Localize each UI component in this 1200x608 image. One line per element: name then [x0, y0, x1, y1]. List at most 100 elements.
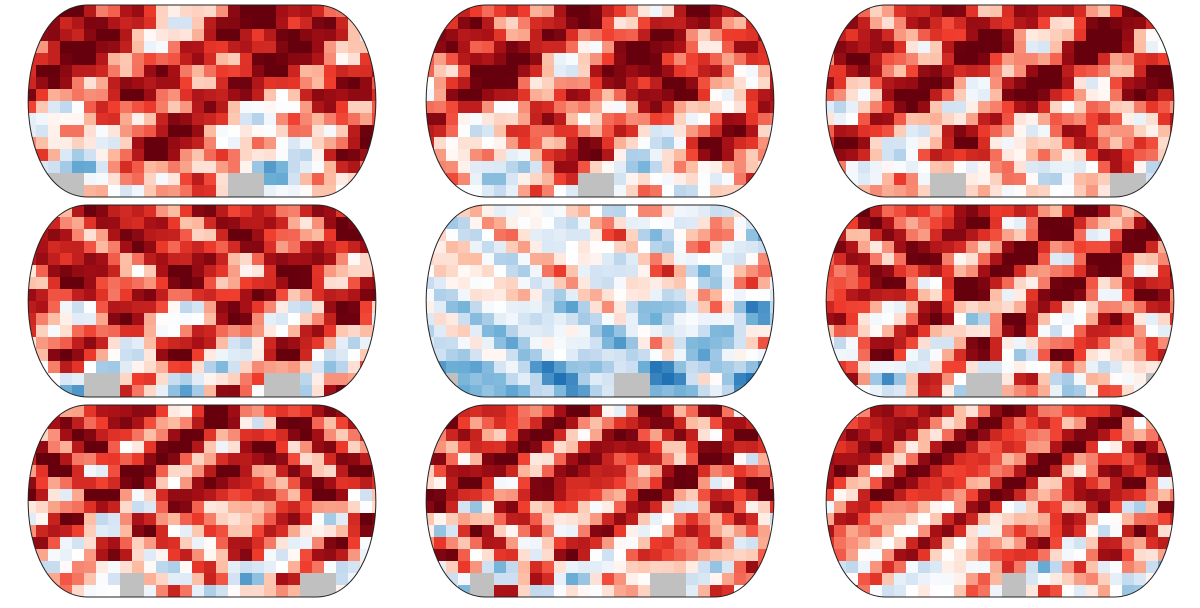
grid-cell — [710, 441, 723, 454]
grid-cell — [650, 5, 663, 18]
grid-cell — [240, 229, 253, 242]
grid-cell — [1158, 205, 1171, 218]
grid-cell — [180, 405, 193, 418]
grid-cell — [638, 17, 651, 30]
grid-cell — [906, 205, 919, 218]
grid-cell — [518, 41, 531, 54]
grid-cell — [1014, 173, 1027, 186]
grid-cell — [204, 385, 217, 397]
grid-cell — [734, 265, 747, 278]
grid-cell — [120, 313, 133, 326]
grid-cell — [826, 349, 835, 362]
grid-cell — [566, 101, 579, 114]
grid-cell — [602, 301, 615, 314]
grid-cell — [192, 429, 205, 442]
grid-cell — [228, 173, 241, 186]
grid-cell — [458, 289, 471, 302]
grid-cell — [144, 77, 157, 90]
grid-cell — [1098, 41, 1111, 54]
grid-cell — [156, 429, 169, 442]
grid-cell — [638, 441, 651, 454]
grid-cell — [954, 489, 967, 502]
grid-cell — [300, 501, 313, 514]
grid-cell — [978, 253, 991, 266]
grid-cell — [710, 513, 723, 526]
grid-cell — [192, 549, 205, 562]
grid-cell — [108, 229, 121, 242]
grid-cell — [276, 561, 289, 574]
grid-cell — [276, 453, 289, 466]
grid-cell — [810, 289, 823, 302]
grid-cell — [614, 89, 627, 102]
grid-cell — [36, 585, 49, 597]
grid-cell — [710, 573, 723, 586]
grid-cell — [650, 477, 663, 490]
grid-cell — [240, 313, 253, 326]
grid-cell — [288, 429, 301, 442]
grid-cell — [1110, 501, 1123, 514]
grid-cell — [1086, 525, 1099, 538]
grid-cell — [312, 149, 325, 162]
grid-cell — [566, 349, 579, 362]
grid-cell — [482, 301, 495, 314]
grid-cell — [1014, 417, 1027, 430]
map-border — [425, 204, 775, 398]
grid-cell — [674, 161, 687, 174]
grid-cell — [942, 185, 955, 197]
grid-cell — [710, 5, 723, 18]
grid-cell — [1098, 501, 1111, 514]
grid-cell — [384, 585, 397, 598]
grid-cell — [384, 313, 397, 326]
grid-cell — [1110, 453, 1123, 466]
grid-cell — [990, 277, 1003, 290]
grid-cell — [826, 173, 835, 186]
grid-cell — [434, 113, 447, 126]
grid-cell — [966, 405, 979, 418]
grid-cell — [662, 573, 675, 586]
grid-cell — [458, 301, 471, 314]
grid-cell — [482, 161, 495, 174]
grid-cell — [446, 525, 459, 538]
grid-cell — [518, 5, 531, 18]
grid-cell — [590, 277, 603, 290]
grid-cell — [722, 161, 735, 174]
grid-cell — [870, 385, 883, 397]
grid-cell — [384, 53, 397, 66]
grid-cell — [276, 417, 289, 430]
grid-cell — [1110, 385, 1123, 397]
grid-cell — [918, 65, 931, 78]
grid-cell — [978, 65, 991, 78]
grid-cell — [746, 217, 759, 230]
grid-cell — [470, 525, 483, 538]
grid-cell — [482, 501, 495, 514]
grid-cell — [518, 453, 531, 466]
grid-cell — [734, 429, 747, 442]
grid-cell — [1122, 373, 1135, 386]
grid-cell — [810, 585, 823, 598]
grid-cell — [180, 29, 193, 42]
grid-cell — [1002, 573, 1015, 586]
grid-cell — [518, 137, 531, 150]
grid-cell — [28, 373, 37, 386]
grid-cell — [1074, 101, 1087, 114]
grid-cell — [1086, 77, 1099, 90]
grid-cell — [554, 501, 567, 514]
grid-cell — [662, 441, 675, 454]
grid-cell — [470, 161, 483, 174]
grid-cell — [1050, 101, 1063, 114]
grid-cell — [336, 17, 349, 30]
grid-cell — [96, 77, 109, 90]
grid-cell — [858, 17, 871, 30]
grid-cell — [1014, 277, 1027, 290]
grid-cell — [12, 477, 25, 490]
grid-cell — [494, 185, 507, 197]
grid-cell — [518, 549, 531, 562]
grid-cell — [28, 325, 37, 338]
grid-cell — [942, 361, 955, 374]
grid-cell — [978, 53, 991, 66]
grid-cell — [978, 465, 991, 478]
grid-cell — [192, 89, 205, 102]
grid-cell — [426, 77, 435, 90]
grid-cell — [28, 585, 37, 597]
grid-cell — [758, 173, 771, 186]
